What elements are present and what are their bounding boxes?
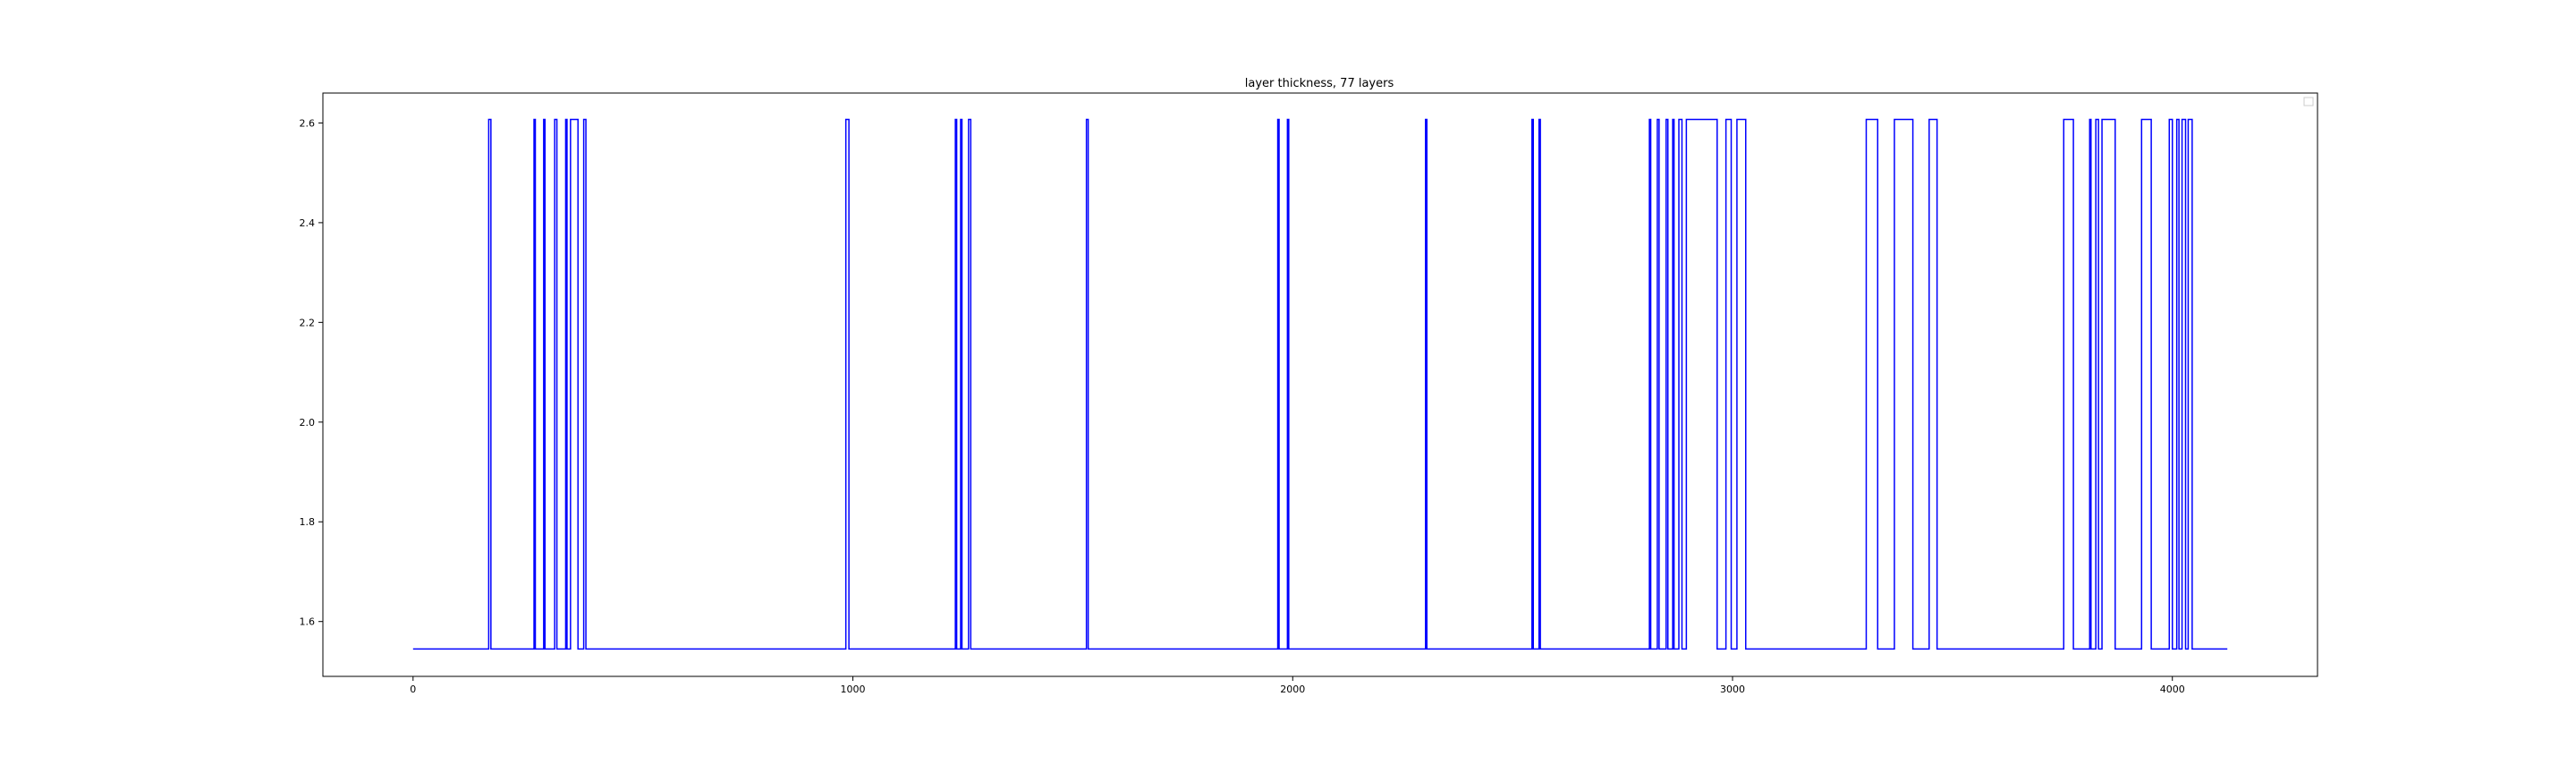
x-tick-label: 2000 xyxy=(1280,684,1305,695)
x-tick-label: 0 xyxy=(410,684,416,695)
tick-layer: 0 1000 2000 3000 4000 1.6 1.8 2.0 2.2 2.4 2.6 xyxy=(300,117,2185,695)
y-tick-label: 2.2 xyxy=(300,317,316,328)
y-tick-label: 1.6 xyxy=(300,616,316,628)
y-tick-label: 2.0 xyxy=(300,417,316,429)
plot-frame xyxy=(322,92,2318,677)
x-tick-label: 3000 xyxy=(1720,684,1745,695)
x-tick-label: 4000 xyxy=(2160,684,2185,695)
legend-box xyxy=(2303,97,2314,106)
chart-title: layer thickness, 77 layers xyxy=(1245,77,1394,90)
layer-thickness-series-line xyxy=(412,118,2228,650)
y-tick-label: 2.6 xyxy=(300,117,316,129)
x-tick-label: 1000 xyxy=(841,684,866,695)
y-tick-label: 2.4 xyxy=(300,217,316,229)
series-layer xyxy=(412,118,2228,650)
y-tick-label: 1.8 xyxy=(300,516,316,528)
